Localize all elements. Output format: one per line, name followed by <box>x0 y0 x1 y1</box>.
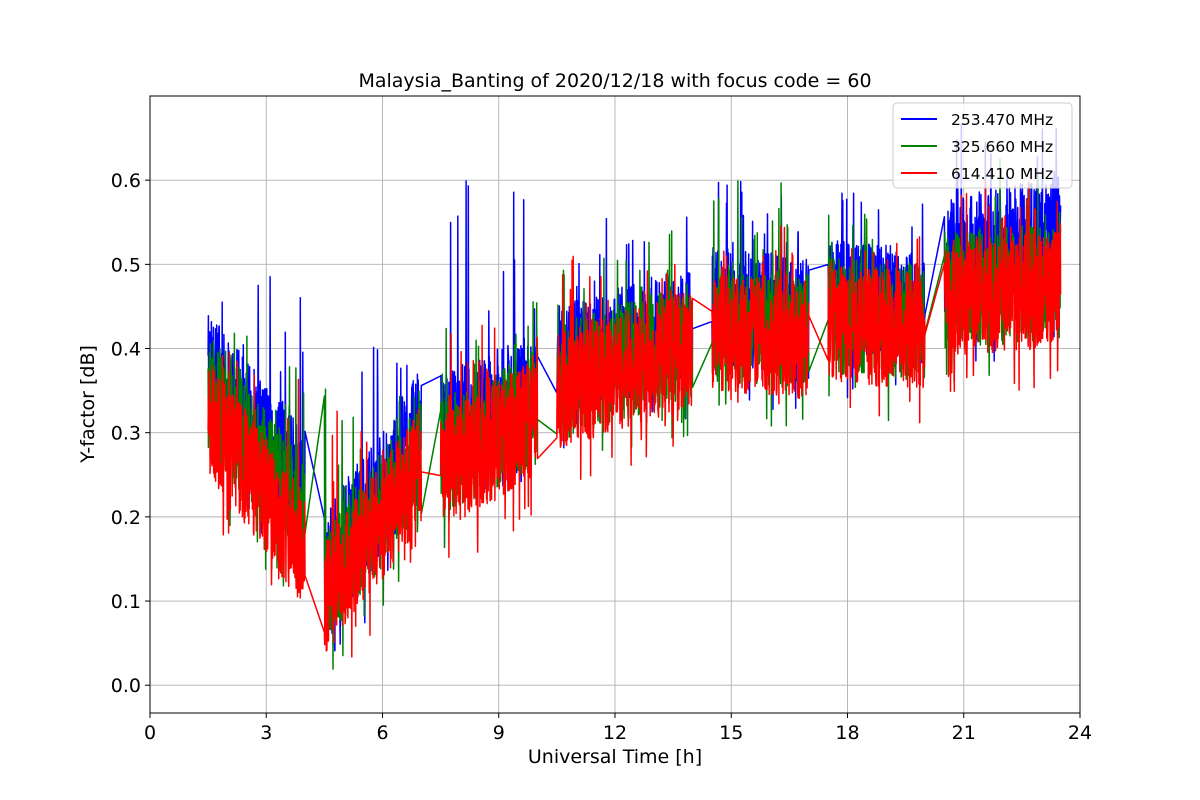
chart-title: Malaysia_Banting of 2020/12/18 with focu… <box>358 70 871 92</box>
plot-area: 0 3 6 9 12 15 18 21 24 0.0 0.1 0.2 0.3 0.4 0.5 0.6 253.4… <box>111 95 1092 744</box>
x-tick-label: 9 <box>493 722 505 744</box>
y-tick-label: 0.0 <box>111 675 141 697</box>
y-tick-label: 0.5 <box>111 254 141 276</box>
x-tick-label: 24 <box>1068 722 1092 744</box>
x-tick-label: 3 <box>260 722 272 744</box>
legend-label: 614.410 MHz <box>951 165 1053 183</box>
x-tick-label: 15 <box>719 722 743 744</box>
legend-box <box>892 102 1073 189</box>
legend-label: 325.660 MHz <box>951 138 1053 156</box>
x-tick-label: 18 <box>835 722 859 744</box>
y-tick-label: 0.6 <box>111 170 141 192</box>
x-tick-label: 6 <box>376 722 388 744</box>
y-tick-label: 0.4 <box>111 339 141 361</box>
y-tick-label: 0.3 <box>111 423 141 445</box>
y-tick-label: 0.2 <box>111 507 141 529</box>
y-axis-label: Y-factor [dB] <box>77 345 99 464</box>
series-line <box>207 180 1062 658</box>
axes-frame <box>149 95 1081 714</box>
x-axis-label: Universal Time [h] <box>528 746 702 768</box>
legend: 253.470 MHz 325.660 MHz 614.410 MHz <box>892 102 1073 189</box>
x-tick-label: 12 <box>603 722 627 744</box>
x-tick-label: 21 <box>952 722 976 744</box>
y-tick-label: 0.1 <box>111 591 141 613</box>
x-tick-label: 0 <box>144 722 156 744</box>
legend-label: 253.470 MHz <box>951 111 1053 129</box>
